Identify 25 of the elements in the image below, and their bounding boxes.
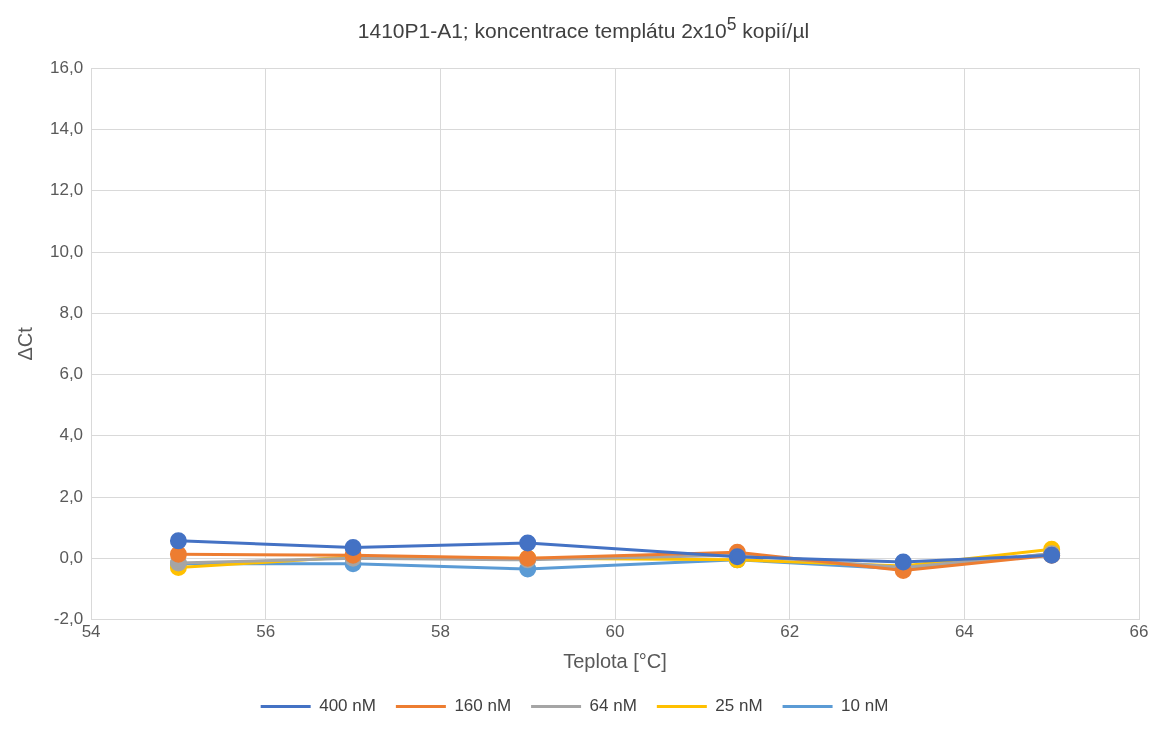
y-tick-label: 8,0 <box>59 302 84 322</box>
y-tick-label: 4,0 <box>59 425 84 445</box>
y-tick-label: 2,0 <box>59 486 84 506</box>
x-tick-label: 66 <box>1129 622 1149 642</box>
x-tick-label: 56 <box>256 622 276 642</box>
x-tick-label: 58 <box>430 622 450 642</box>
y-tick-label: 0,0 <box>59 548 84 568</box>
y-axis-title: ΔCt <box>13 326 36 361</box>
y-tick-label: 14,0 <box>49 119 84 139</box>
y-tick-label: 12,0 <box>49 180 84 200</box>
legend-label: 10 nM <box>841 696 889 716</box>
legend-label: 25 nM <box>715 696 763 716</box>
y-tick-label: 6,0 <box>59 364 84 384</box>
chart-title: 1410P1-A1; koncentrace templátu 2x10$^{5}$ kopií/µl <box>356 14 811 43</box>
legend-label: 64 nM <box>589 696 637 716</box>
x-tick-label: 64 <box>954 622 974 642</box>
y-tick-label: -2,0 <box>53 609 84 629</box>
x-tick-label: 60 <box>605 622 625 642</box>
x-tick-label: 54 <box>81 622 101 642</box>
x-axis-title: Teplota [°C] <box>563 649 667 672</box>
y-tick-label: 10,0 <box>49 241 84 261</box>
legend-label: 400 nM <box>319 696 376 716</box>
y-tick-label: 16,0 <box>49 57 84 77</box>
x-tick-label: 62 <box>780 622 800 642</box>
legend-label: 160 nM <box>454 696 512 716</box>
